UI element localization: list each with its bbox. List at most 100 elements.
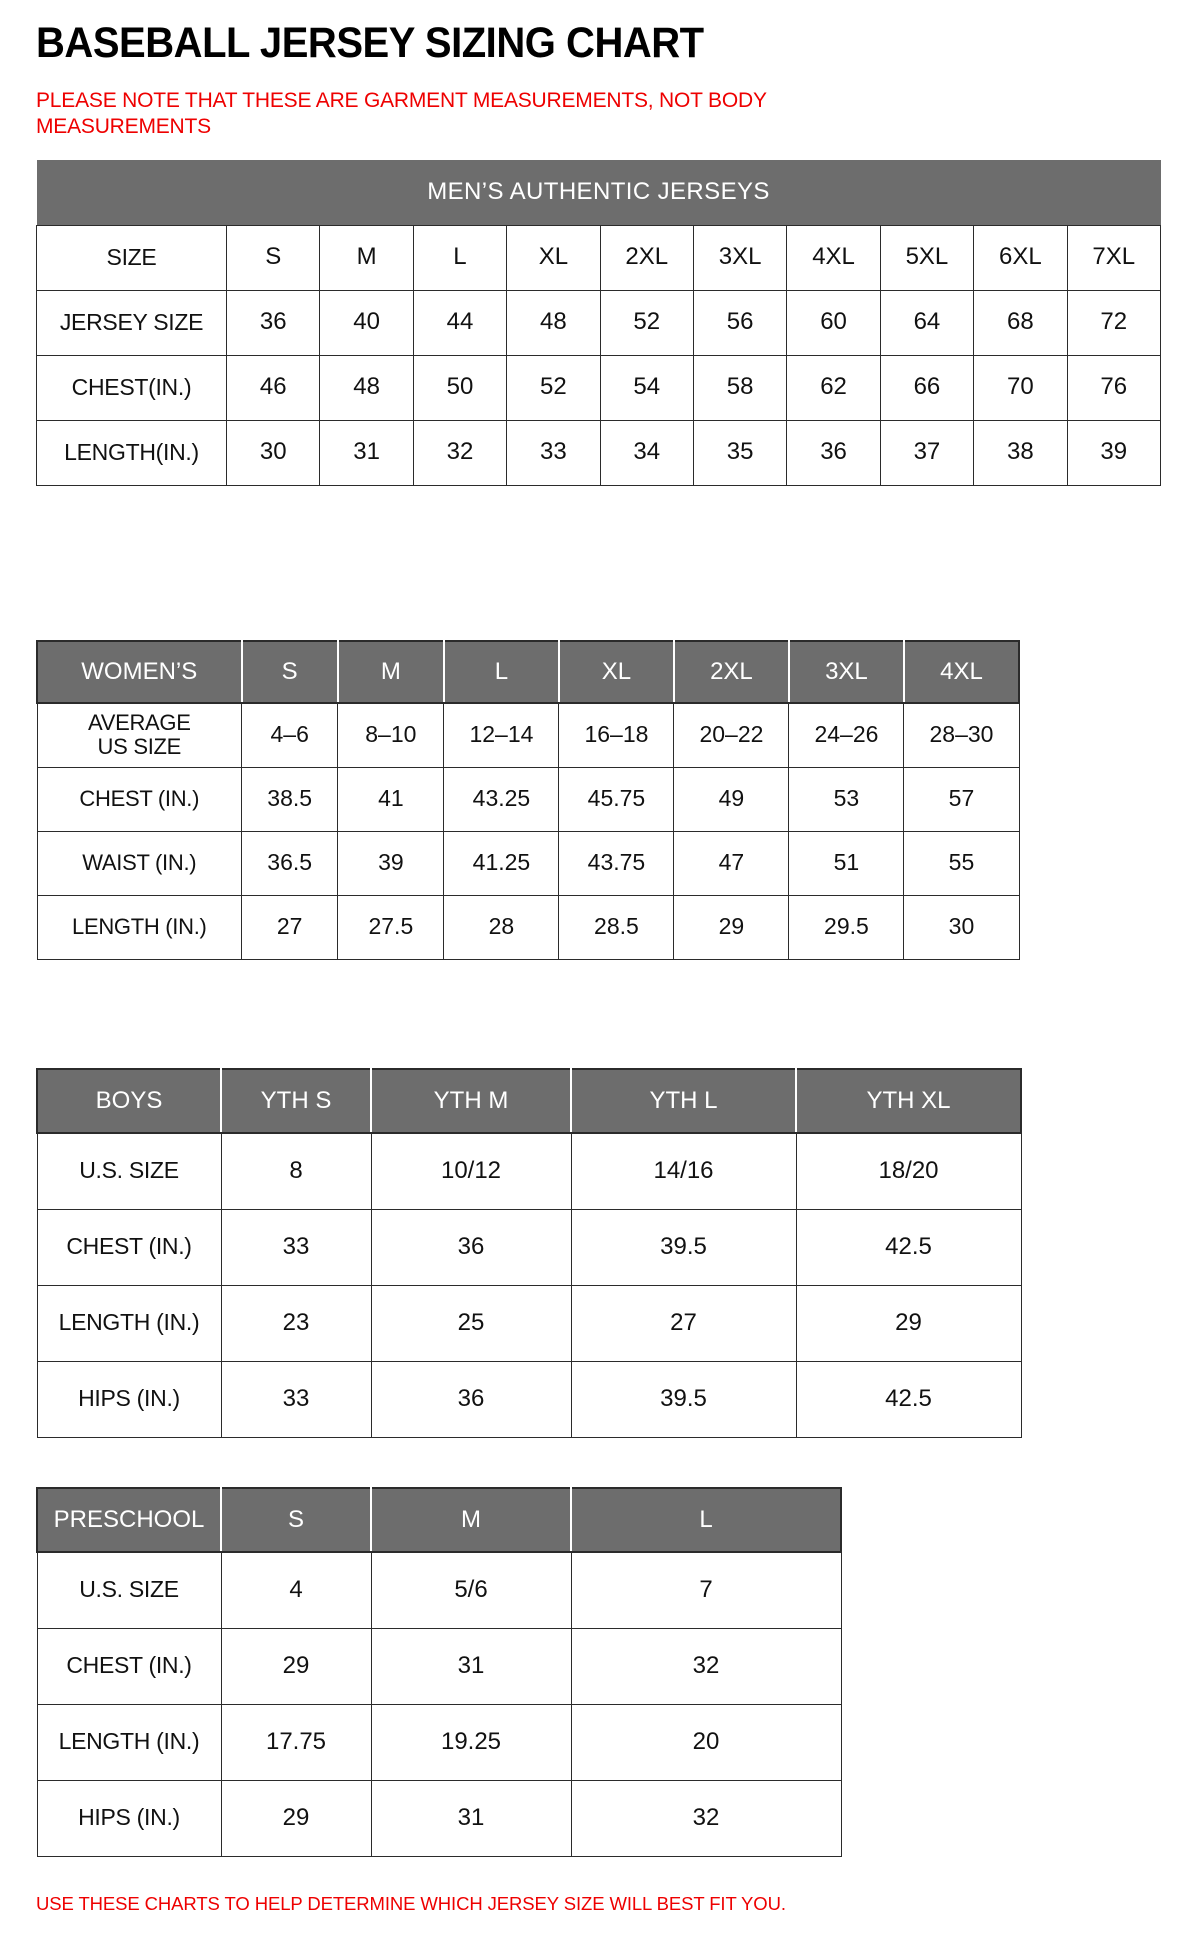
womens-sizing-table: WOMEN’S S M L XL 2XL 3XL 4XL AVERAGE US S… [36, 640, 1021, 960]
table-row: LENGTH (IN.) 23 25 27 29 [36, 1284, 1022, 1362]
cell: 41 [337, 766, 445, 832]
cell: 18/20 [795, 1132, 1022, 1210]
cell: 41.25 [443, 830, 560, 896]
cell: 33 [220, 1360, 372, 1438]
cell: 48 [506, 289, 601, 356]
cell: 62 [786, 354, 881, 421]
boys-col-yth-s: YTH S [220, 1068, 372, 1134]
mens-col-l: L [412, 224, 508, 291]
cell: 36 [370, 1360, 572, 1438]
cell: 4–6 [241, 702, 339, 768]
cell: 51 [788, 830, 905, 896]
cell: 47 [673, 830, 790, 896]
cell: 8 [220, 1132, 372, 1210]
boys-col-yth-l: YTH L [570, 1068, 797, 1134]
cell: 30 [903, 894, 1020, 960]
cell: 24–26 [788, 702, 905, 768]
womens-col-m: M [336, 640, 445, 704]
cell: 31 [319, 419, 414, 486]
womens-col-3xl: 3XL [787, 640, 905, 704]
boys-header-row: BOYS YTH S YTH M YTH L YTH XL [36, 1068, 1022, 1134]
mens-row-label-chest: CHEST(IN.) [36, 354, 227, 421]
womens-col-4xl: 4XL [902, 640, 1021, 704]
cell: 20–22 [673, 702, 790, 768]
cell: 17.75 [220, 1703, 372, 1781]
cell: 28.5 [558, 894, 675, 960]
preschool-col-m: M [370, 1487, 572, 1553]
cell: 68 [973, 289, 1068, 356]
cell: 56 [692, 289, 788, 356]
cell: 42.5 [795, 1360, 1022, 1438]
cell: 16–18 [558, 702, 675, 768]
cell: 60 [786, 289, 881, 356]
cell: 30 [225, 419, 321, 486]
boys-col-yth-m: YTH M [370, 1068, 572, 1134]
cell: 42.5 [795, 1208, 1022, 1286]
mens-sizing-table: MEN’S AUTHENTIC JERSEYS SIZE S M L XL 2X… [36, 160, 1162, 486]
mens-col-3xl: 3XL [692, 224, 788, 291]
mens-col-xl: XL [506, 224, 601, 291]
cell: 32 [412, 419, 508, 486]
table-row: LENGTH(IN.) 30 31 32 33 34 35 36 37 38 3… [36, 419, 1162, 486]
mens-row-label-jersey-size: JERSEY SIZE [36, 289, 227, 356]
womens-col-l: L [442, 640, 560, 704]
table-row: U.S. SIZE 4 5/6 7 [36, 1551, 842, 1629]
cell: 39.5 [570, 1208, 797, 1286]
cell: 12–14 [443, 702, 560, 768]
table-row: JERSEY SIZE 36 40 44 48 52 56 60 64 68 7… [36, 289, 1162, 356]
preschool-row-label-length: LENGTH (IN.) [36, 1703, 222, 1781]
cell: 29 [220, 1779, 372, 1857]
table-row: CHEST(IN.) 46 48 50 52 54 58 62 66 70 76 [36, 354, 1162, 421]
womens-header-row: WOMEN’S S M L XL 2XL 3XL 4XL [36, 640, 1021, 704]
womens-header-label: WOMEN’S [36, 640, 243, 704]
cell: 33 [506, 419, 601, 486]
preschool-row-label-chest: CHEST (IN.) [36, 1627, 222, 1705]
womens-col-2xl: 2XL [672, 640, 790, 704]
womens-row-label-waist: WAIST (IN.) [36, 830, 243, 896]
label-line-2: US SIZE [97, 734, 182, 760]
mens-row-label-length: LENGTH(IN.) [36, 419, 227, 486]
cell: 43.25 [443, 766, 560, 832]
cell: 39.5 [570, 1360, 797, 1438]
preschool-col-l: L [570, 1487, 842, 1553]
cell: 4 [220, 1551, 372, 1629]
cell: 33 [220, 1208, 372, 1286]
cell: 27.5 [337, 894, 445, 960]
cell: 54 [599, 354, 694, 421]
cell: 70 [973, 354, 1068, 421]
womens-row-label-length: LENGTH (IN.) [36, 894, 243, 960]
cell: 49 [673, 766, 790, 832]
cell: 50 [412, 354, 508, 421]
cell: 7 [570, 1551, 842, 1629]
womens-row-label-chest: CHEST (IN.) [36, 766, 243, 832]
cell: 48 [319, 354, 414, 421]
mens-header-row: SIZE S M L XL 2XL 3XL 4XL 5XL 6XL 7XL [36, 224, 1162, 291]
cell: 28–30 [903, 702, 1020, 768]
table-row: CHEST (IN.) 29 31 32 [36, 1627, 842, 1705]
cell: 58 [692, 354, 788, 421]
table-row: LENGTH (IN.) 27 27.5 28 28.5 29 29.5 30 [36, 894, 1020, 960]
footer-note: USE THESE CHARTS TO HELP DETERMINE WHICH… [36, 1893, 786, 1914]
mens-col-7xl: 7XL [1066, 224, 1162, 291]
table-row: CHEST (IN.) 33 36 39.5 42.5 [36, 1208, 1022, 1286]
cell: 72 [1066, 289, 1162, 356]
table-row: CHEST (IN.) 38.5 41 43.25 45.75 49 53 57 [36, 766, 1020, 832]
cell: 27 [241, 894, 339, 960]
cell: 57 [903, 766, 1020, 832]
cell: 8–10 [337, 702, 445, 768]
cell: 43.75 [558, 830, 675, 896]
mens-col-4xl: 4XL [786, 224, 881, 291]
cell: 23 [220, 1284, 372, 1362]
table-row: AVERAGE US SIZE 4–6 8–10 12–14 16–18 20–2… [36, 702, 1020, 768]
cell: 52 [506, 354, 601, 421]
cell: 10/12 [370, 1132, 572, 1210]
label-line-1: AVERAGE [87, 710, 191, 736]
womens-col-xl: XL [557, 640, 675, 704]
womens-col-s: S [240, 640, 339, 704]
cell: 38.5 [241, 766, 339, 832]
cell: 66 [879, 354, 975, 421]
cell: 36 [225, 289, 321, 356]
cell: 36 [370, 1208, 572, 1286]
page-title: BASEBALL JERSEY SIZING CHART [36, 19, 704, 67]
